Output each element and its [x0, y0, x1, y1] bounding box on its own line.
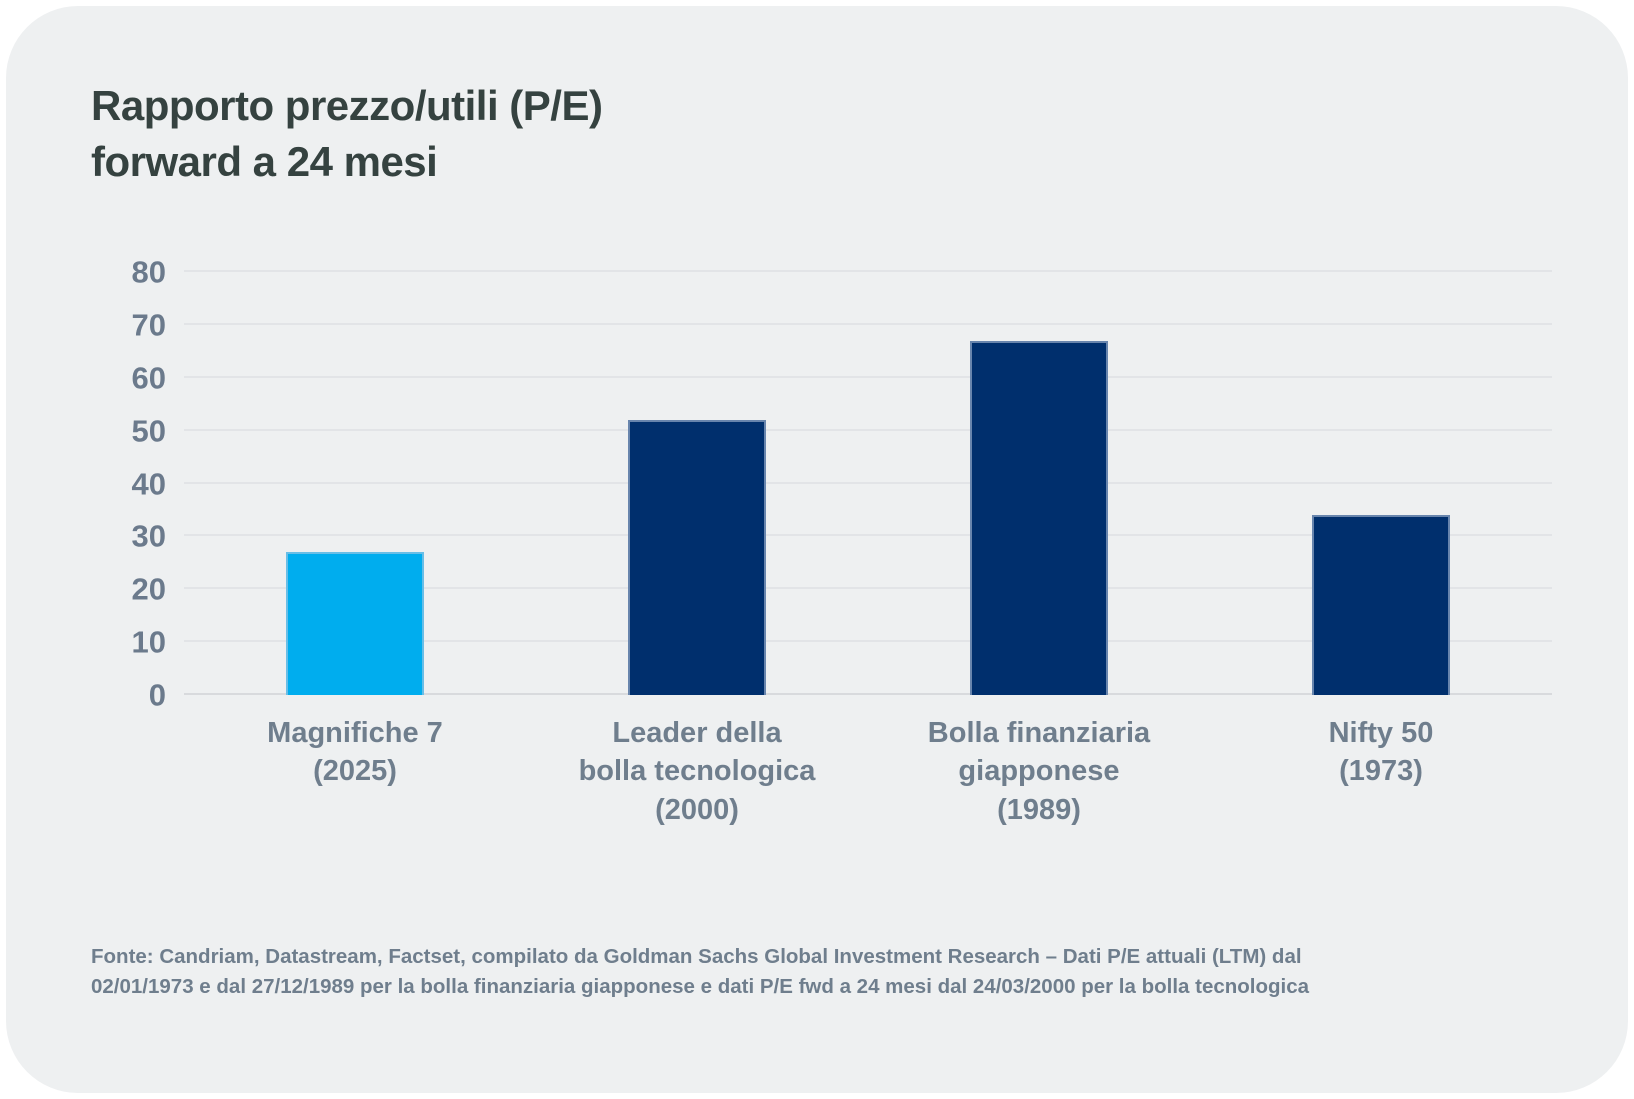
bar-nifty-50-1973 — [1312, 515, 1450, 695]
gridline-20 — [184, 587, 1552, 590]
gridline-10 — [184, 640, 1552, 643]
y-tick-label-10: 10 — [131, 624, 166, 660]
y-tick-label-0: 0 — [148, 677, 166, 713]
y-tick-label-50: 50 — [131, 413, 166, 449]
gridline-80 — [184, 270, 1552, 272]
x-axis-category-labels: Magnifiche 7 (2025) Leader della bolla tecn… — [184, 714, 1552, 829]
bar-column-bolla-finanziaria-giapponese — [868, 272, 1210, 695]
category-label-line: (2025) — [313, 755, 397, 788]
y-tick-label-30: 30 — [131, 518, 166, 554]
chart-title-line-2: forward a 24 mesi — [91, 137, 438, 185]
bar-bolla-finanziaria-giapponese — [970, 340, 1108, 695]
gridline-40 — [184, 481, 1552, 484]
bar-chart-plot — [184, 270, 1552, 695]
category-label-line: Nifty 50 — [1328, 717, 1434, 749]
y-tick-label-40: 40 — [131, 466, 166, 501]
bar-leader-bolla-tecnologica — [628, 420, 766, 695]
category-label-line: Magnifiche 7 — [267, 717, 443, 749]
bar-magnifiche-7-2025 — [286, 552, 424, 695]
gridline-50 — [184, 428, 1552, 431]
bar-series — [184, 272, 1552, 695]
gridline-0 — [184, 693, 1552, 695]
chart-title: Rapporto prezzo/utili (P/E) forward a 24 … — [91, 78, 603, 190]
gridline-30 — [184, 534, 1552, 537]
bar-column-leader-bolla-tecnologica — [526, 272, 868, 695]
source-note-line-1: Fonte: Candriam, Datastream, Factset, co… — [91, 945, 1302, 968]
bar-column-nifty-50-1973 — [1210, 272, 1552, 695]
bar-column-magnifiche-7-2025 — [184, 272, 526, 695]
category-label-line: giapponese — [958, 755, 1120, 788]
category-label-magnifiche-7-2025: Magnifiche 7 (2025) — [184, 714, 526, 829]
gridline-60 — [184, 375, 1552, 378]
category-label-bolla-finanziaria-giapponese: Bolla finanziaria giapponese (1989) — [868, 714, 1210, 829]
y-tick-label-20: 20 — [131, 571, 166, 607]
y-tick-label-70: 70 — [131, 307, 166, 343]
category-label-nifty-50-1973: Nifty 50 (1973) — [1210, 714, 1552, 829]
gridline-70 — [184, 322, 1552, 325]
category-label-line: Leader della — [612, 717, 782, 749]
source-note: Fonte: Candriam, Datastream, Factset, co… — [91, 942, 1421, 1001]
chart-title-line-1: Rapporto prezzo/utili (P/E) — [91, 82, 603, 129]
category-label-leader-bolla-tecnologica: Leader della bolla tecnologica (2000) — [526, 714, 868, 829]
category-label-line: (1973) — [1339, 755, 1423, 788]
source-note-line-2: 02/01/1973 e dal 27/12/1989 per la bolla… — [91, 974, 1310, 998]
category-label-line: (2000) — [655, 793, 739, 826]
category-label-line: Bolla finanziaria — [927, 717, 1151, 749]
y-axis: 0 10 20 30 40 50 60 70 80 — [6, 257, 166, 711]
y-tick-label-80: 80 — [131, 254, 166, 290]
chart-card: Rapporto prezzo/utili (P/E) forward a 24 … — [6, 6, 1628, 1093]
category-label-line: (1989) — [997, 793, 1081, 826]
y-tick-label-60: 60 — [131, 360, 166, 396]
category-label-line: bolla tecnologica — [578, 755, 816, 788]
